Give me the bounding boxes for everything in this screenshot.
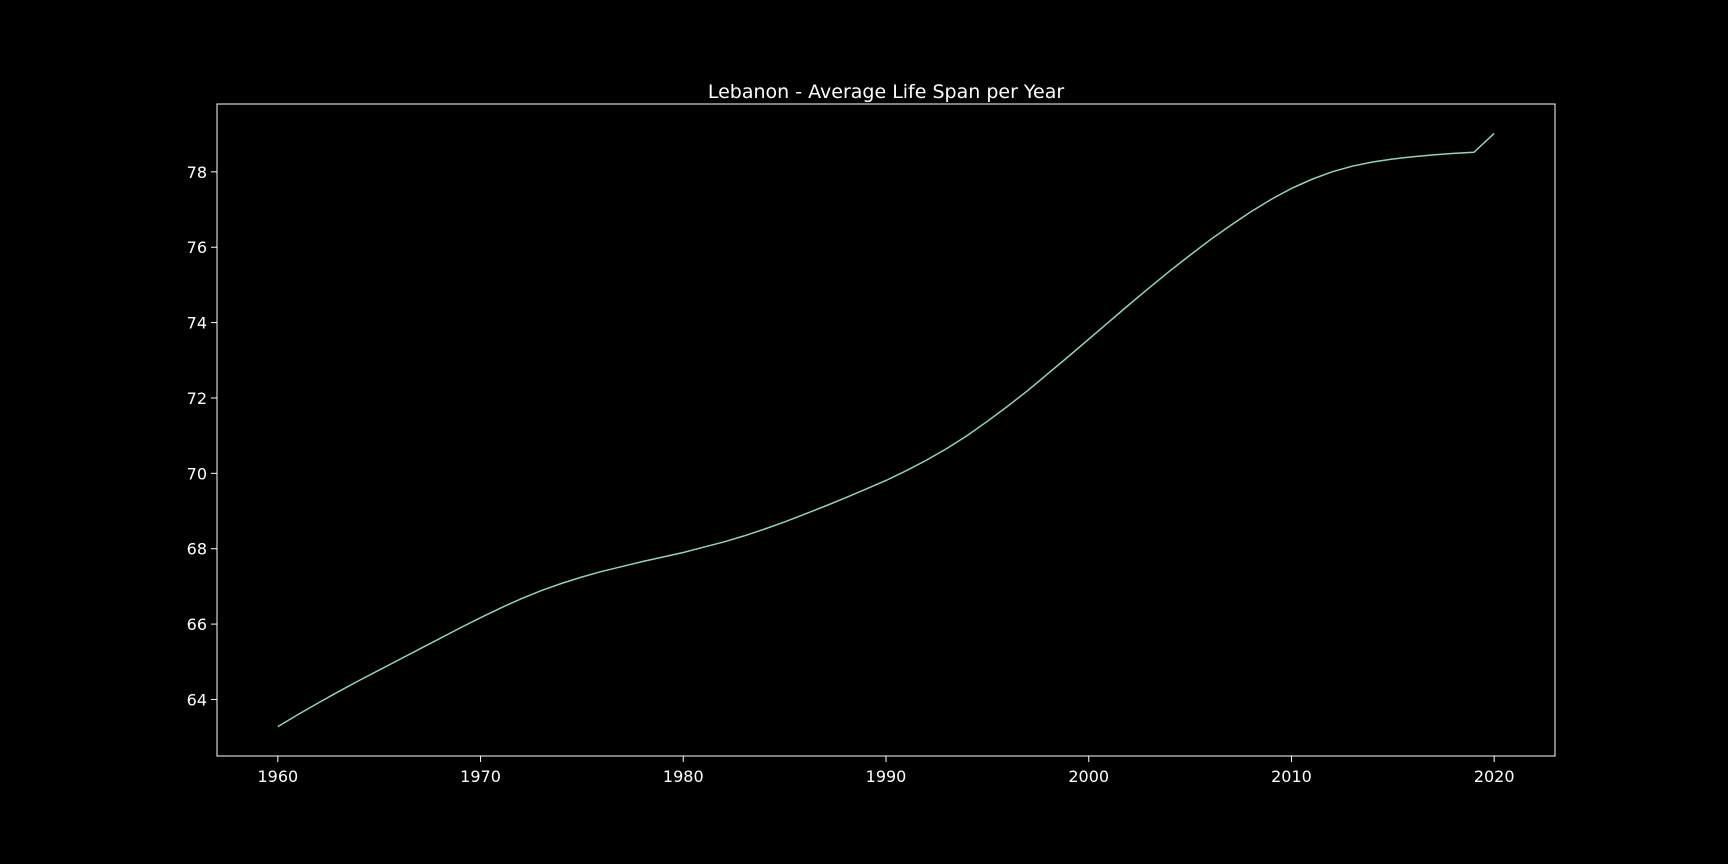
series-line xyxy=(277,132,1495,728)
y-tick-label: 74 xyxy=(187,314,207,333)
x-tick-label: 1970 xyxy=(460,767,501,786)
y-tick-label: 70 xyxy=(187,464,207,483)
x-tick-label: 2010 xyxy=(1271,767,1312,786)
x-tick-label: 2000 xyxy=(1068,767,1109,786)
x-tick-label: 1960 xyxy=(257,767,298,786)
x-tick-label: 1990 xyxy=(866,767,907,786)
y-axis: 64 66 68 70 72 74 76 78 xyxy=(187,163,217,709)
plot-area xyxy=(216,103,1556,757)
y-tick-label: 78 xyxy=(187,163,207,182)
y-tick-label: 66 xyxy=(187,615,207,634)
y-tick-label: 64 xyxy=(187,690,207,709)
x-tick-label: 2020 xyxy=(1474,767,1515,786)
chart-title: Lebanon - Average Life Span per Year xyxy=(708,81,1064,103)
y-tick-label: 76 xyxy=(187,238,207,257)
y-tick-label: 68 xyxy=(187,540,207,559)
x-tick-label: 1980 xyxy=(663,767,704,786)
x-axis: 1960 1970 1980 1990 2000 2010 2020 xyxy=(257,756,1515,786)
y-tick-label: 72 xyxy=(187,389,207,408)
